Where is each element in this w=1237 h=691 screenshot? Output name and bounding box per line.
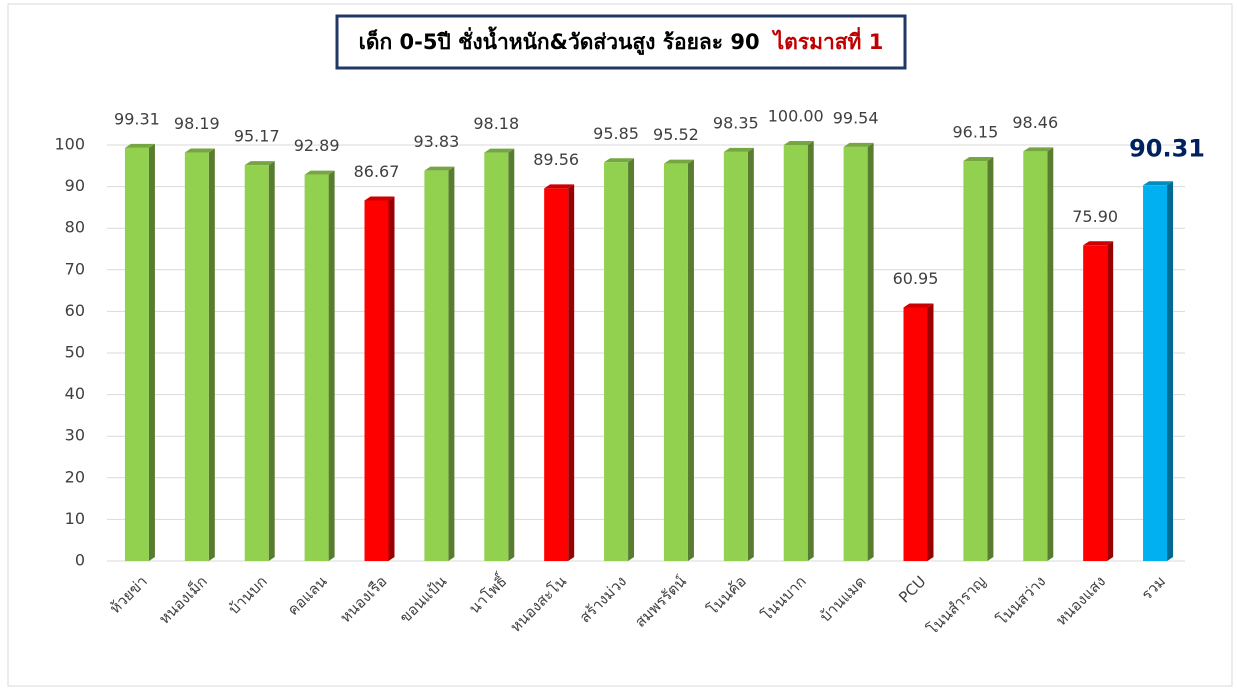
value-label: 98.18 (473, 114, 519, 133)
value-label: 60.95 (893, 269, 939, 288)
title-main: เด็ก 0-5ปี ชั่งน้ำหนัก&วัดส่วนสูง ร้อยละ… (359, 26, 760, 56)
value-label: 95.17 (234, 127, 280, 146)
value-label: 95.85 (593, 124, 639, 143)
bar-side (628, 158, 635, 561)
bar (723, 151, 748, 561)
title-suffix: ไตรมาสที่ 1 (772, 26, 884, 54)
bar (424, 170, 449, 561)
bar-top (364, 196, 395, 201)
bar (604, 162, 629, 561)
bar-side (148, 143, 155, 561)
y-tick-label: 70 (65, 259, 85, 278)
bar-top (903, 303, 934, 308)
bar-side (987, 157, 994, 562)
value-label: 75.90 (1072, 207, 1118, 226)
bar-top (244, 161, 275, 166)
value-label: 93.83 (413, 132, 459, 151)
bar-side (867, 142, 874, 561)
bar-side (568, 184, 575, 561)
bar (184, 152, 209, 561)
bar-side (927, 303, 934, 561)
value-label: 99.54 (833, 108, 879, 127)
bar (364, 200, 389, 561)
bar-side (268, 161, 275, 561)
bar-side (508, 148, 515, 561)
bar-side (747, 147, 754, 561)
bar (124, 147, 149, 561)
bar-top (484, 148, 515, 153)
bar-side (388, 196, 395, 561)
y-tick-label: 80 (65, 218, 85, 237)
y-tick-label: 50 (65, 343, 85, 362)
bar-side (1107, 241, 1114, 562)
bar-side (328, 170, 335, 561)
bar (1083, 245, 1108, 562)
value-label: 89.56 (533, 150, 579, 169)
bar-top (1023, 147, 1054, 152)
y-tick-label: 30 (65, 426, 85, 445)
bar-side (1047, 147, 1054, 561)
value-label: 98.35 (713, 113, 759, 132)
bar-top (304, 170, 335, 175)
bar (843, 146, 868, 561)
y-tick-label: 100 (54, 135, 85, 154)
bar (783, 145, 808, 561)
y-tick-label: 60 (65, 301, 85, 320)
bar-top (544, 184, 575, 189)
y-tick-label: 40 (65, 384, 85, 403)
bar (544, 188, 569, 561)
value-label: 90.31 (1129, 134, 1205, 162)
value-label: 100.00 (768, 107, 824, 126)
bar-top (723, 147, 754, 152)
bar-side (807, 141, 814, 561)
bar (484, 152, 509, 561)
bar-top (424, 166, 455, 171)
y-tick-label: 0 (75, 551, 85, 570)
value-label: 86.67 (354, 162, 400, 181)
value-label: 98.19 (174, 114, 220, 133)
bar-side (208, 148, 215, 561)
value-label: 95.52 (653, 125, 699, 144)
title-box (335, 14, 907, 70)
y-tick-label: 90 (65, 176, 85, 195)
bar-top (843, 142, 874, 147)
bar-side (687, 159, 694, 562)
bar-top (1143, 181, 1174, 186)
y-tick-label: 10 (65, 509, 85, 528)
bar-side (448, 166, 455, 561)
bar-top (663, 159, 694, 164)
bar (1023, 151, 1048, 561)
bar-top (1083, 241, 1114, 246)
value-label: 98.46 (1012, 113, 1058, 132)
bar (963, 161, 988, 562)
bar (1143, 185, 1168, 561)
value-label: 96.15 (952, 123, 998, 142)
y-tick-label: 20 (65, 467, 85, 486)
bar-side (1167, 181, 1174, 561)
bar (903, 307, 928, 561)
bar-top (604, 158, 635, 163)
bar-top (124, 143, 155, 148)
bar-top (963, 157, 994, 162)
bar (244, 165, 269, 561)
chart-title: เด็ก 0-5ปี ชั่งน้ำหนัก&วัดส่วนสูง ร้อยละ… (359, 26, 884, 56)
bar (304, 174, 329, 561)
value-label: 92.89 (294, 136, 340, 155)
bar (663, 163, 688, 562)
bar-top (783, 141, 814, 145)
value-label: 99.31 (114, 109, 160, 128)
bar-top (184, 148, 215, 153)
